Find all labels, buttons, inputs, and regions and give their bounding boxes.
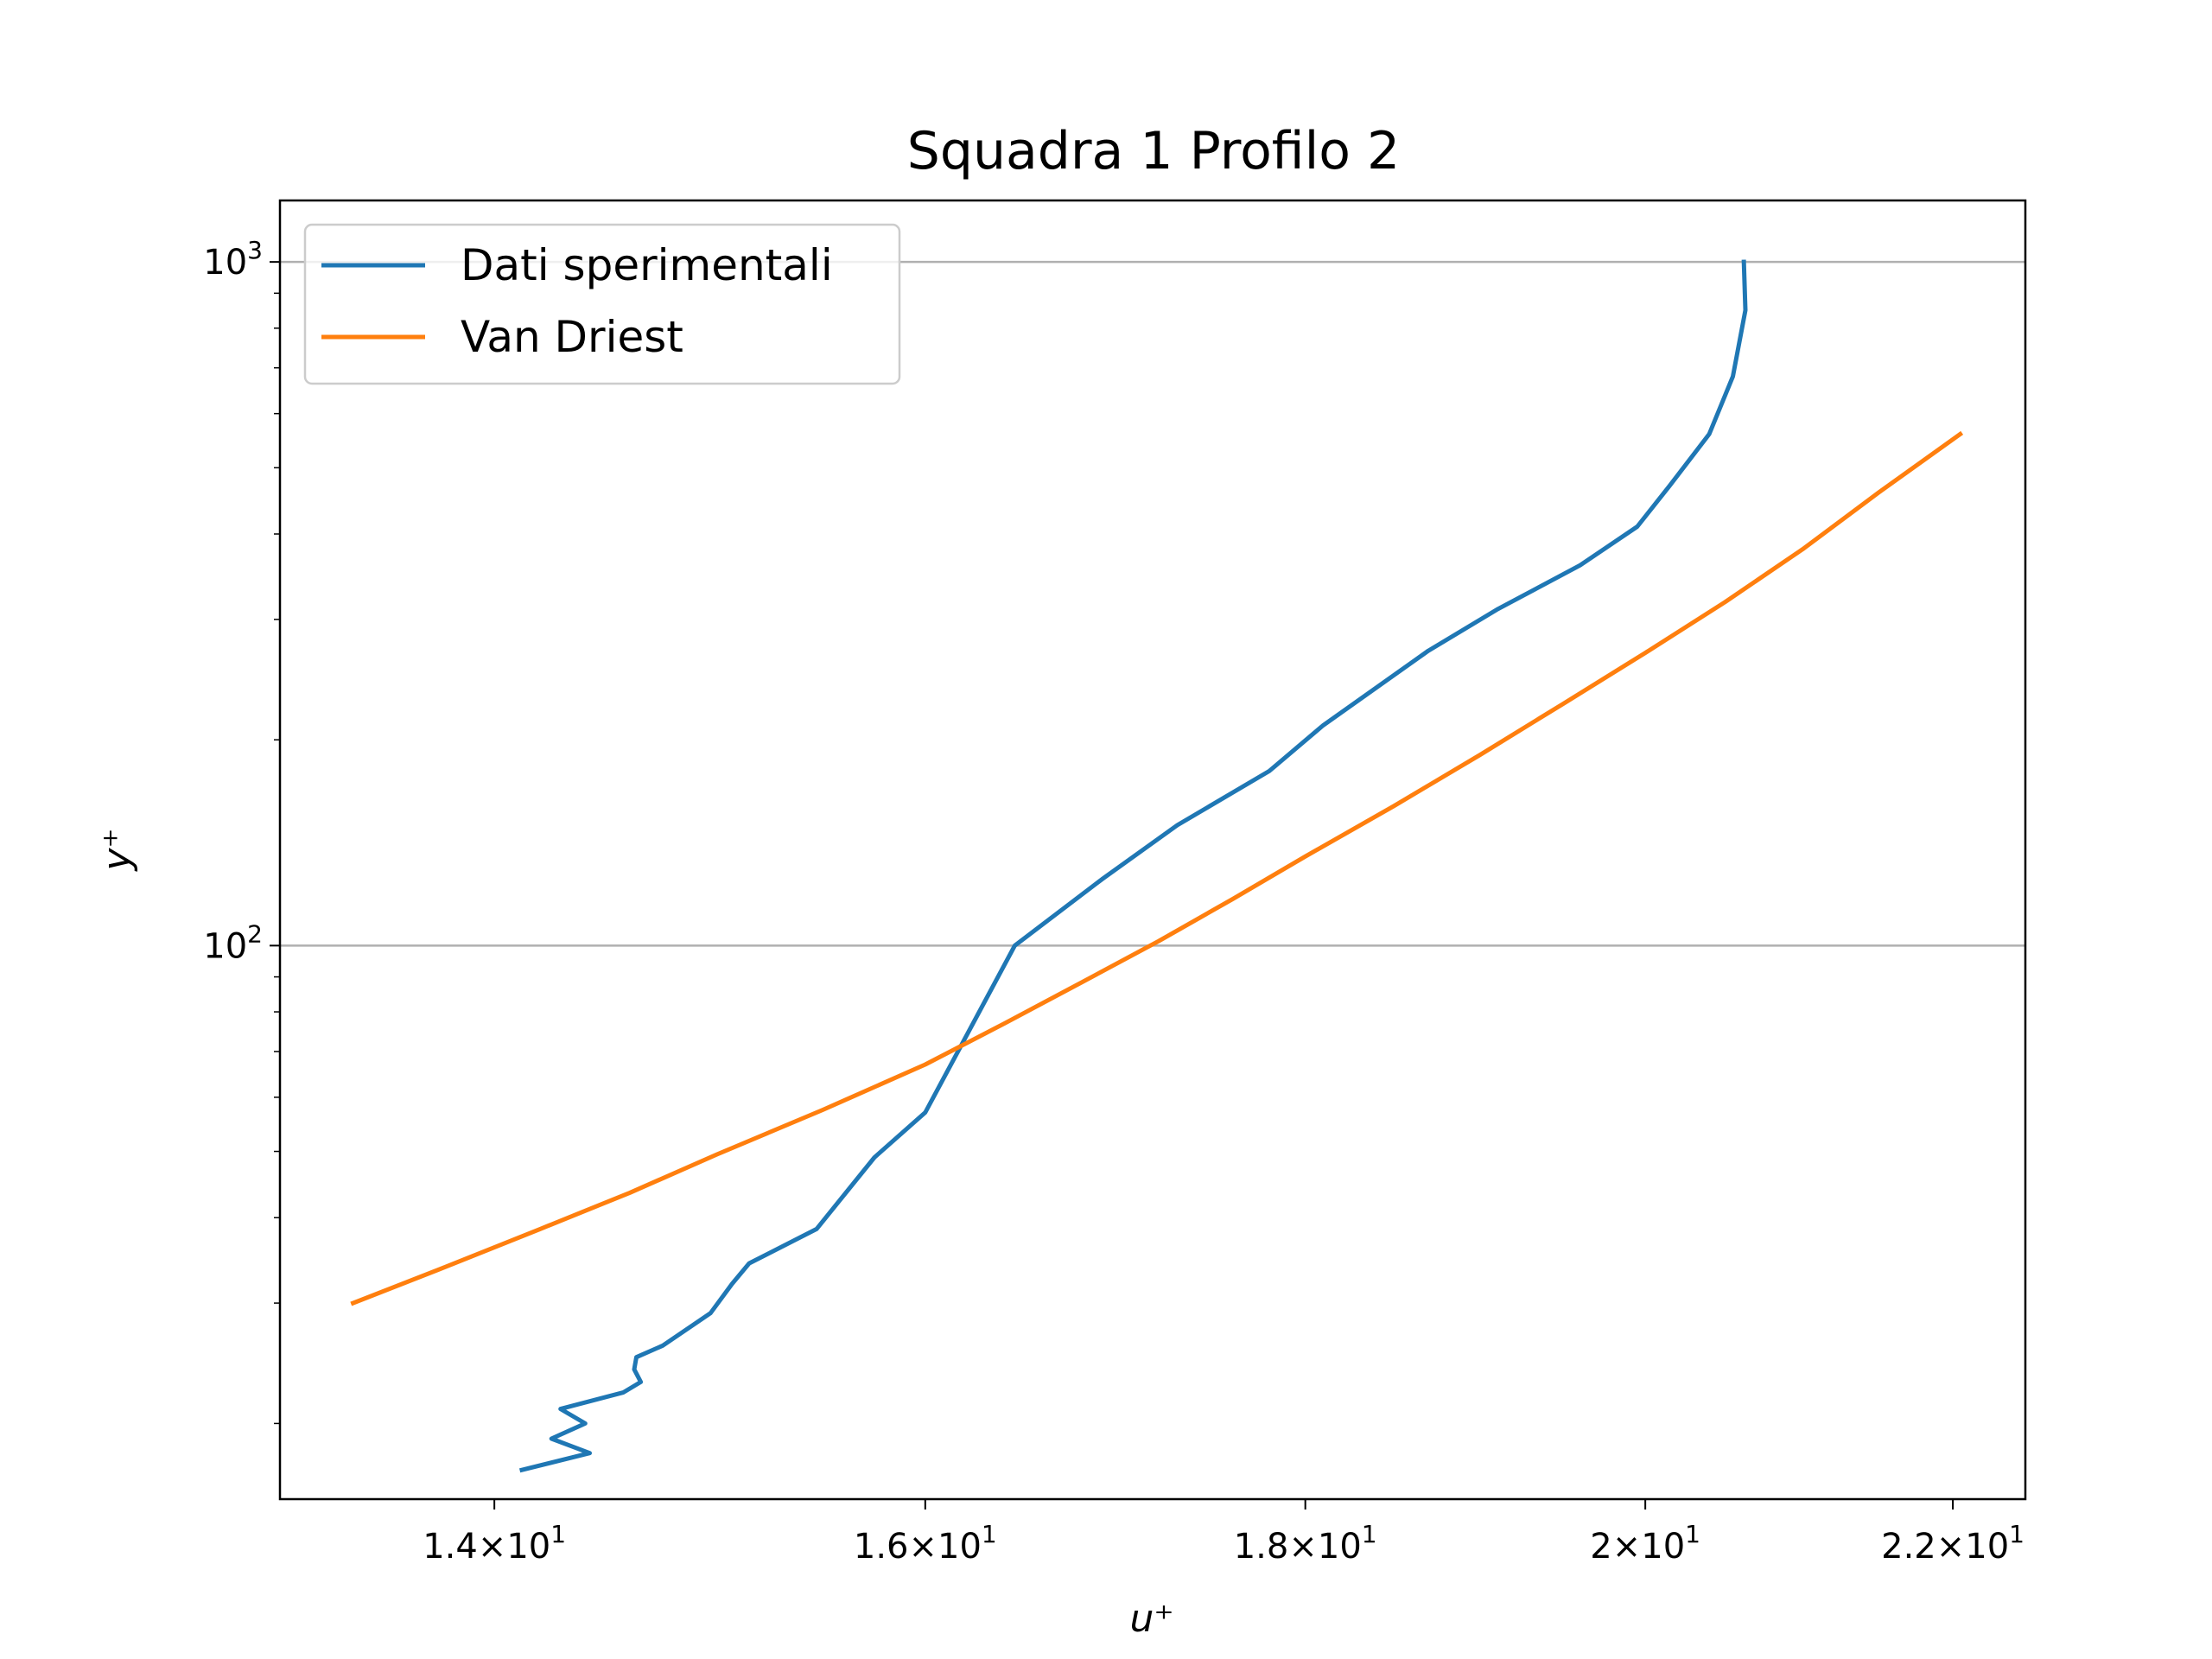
chart-title: Squadra 1 Profilo 2	[907, 121, 1400, 181]
legend-box	[303, 223, 901, 385]
legend-label-van-driest: Van Driest	[461, 312, 683, 362]
x-tick-label: 2×101	[1590, 1520, 1700, 1567]
series-line-dati-sperimentali	[518, 259, 1748, 1473]
y-axis-label: y⁺	[95, 828, 139, 872]
x-tick-label: 1.8×101	[1234, 1520, 1377, 1567]
x-tick-label: 1.4×101	[423, 1520, 566, 1567]
legend: Dati sperimentali Van Driest	[303, 223, 901, 385]
axis-ticks: 102 103 1.4×101 1.6×101 1.8×101 2×101 2.2×101	[203, 236, 2024, 1567]
legend-label-dati-sperimentali: Dati sperimentali	[461, 240, 833, 290]
y-tick-label: 103	[203, 236, 263, 283]
x-tick-label: 2.2×101	[1881, 1520, 2024, 1567]
series-lines	[350, 259, 1964, 1473]
plot-area-frame	[278, 199, 2027, 1501]
series-line-van-driest	[350, 430, 1964, 1306]
x-tick-label: 1.6×101	[854, 1520, 997, 1567]
x-axis-label: u⁺	[1129, 1597, 1173, 1641]
y-tick-label: 102	[203, 919, 263, 966]
